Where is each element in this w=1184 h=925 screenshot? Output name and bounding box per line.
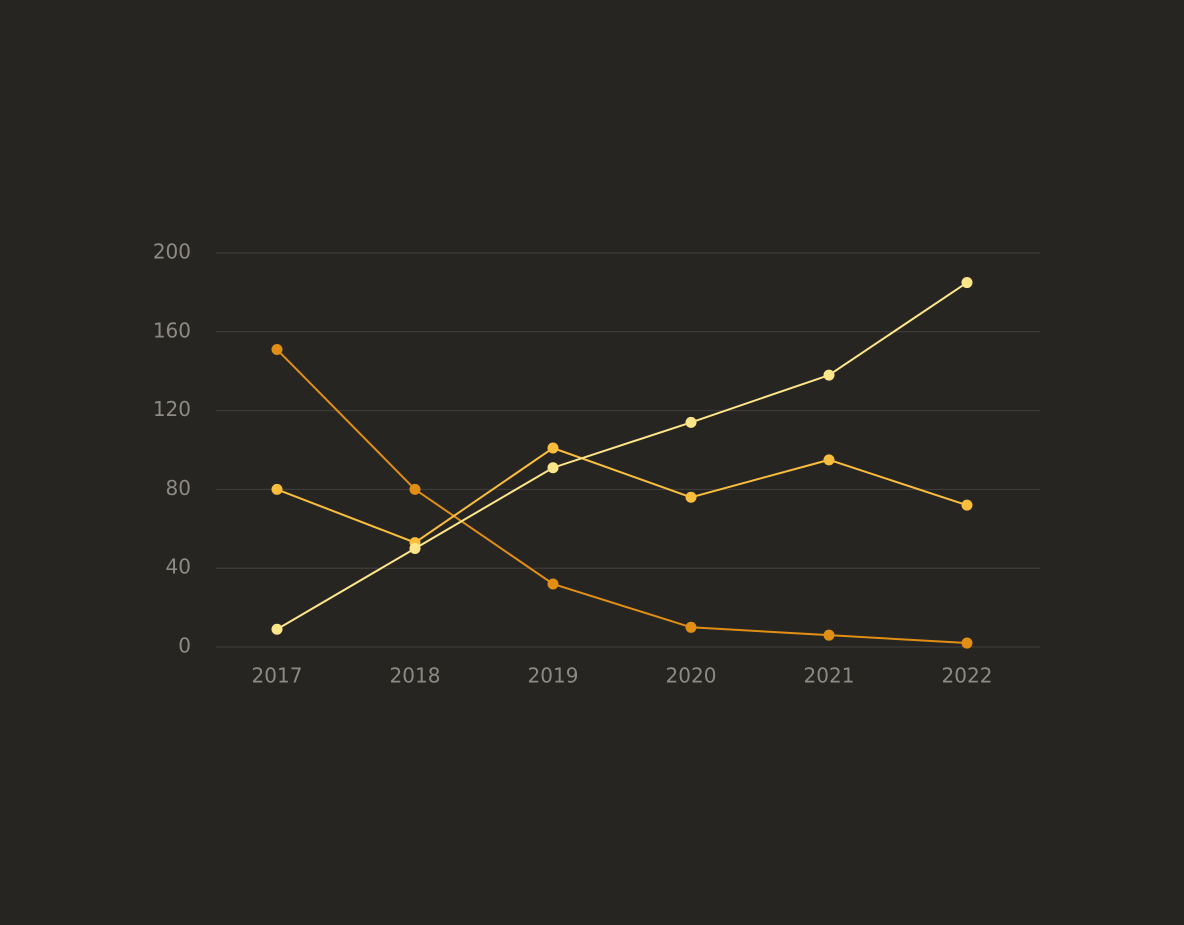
data-point: [961, 499, 973, 511]
data-point: [271, 483, 283, 495]
data-point: [823, 629, 835, 641]
data-point: [685, 491, 697, 503]
series-2: [271, 442, 973, 549]
x-tick-label: 2018: [390, 664, 441, 688]
data-point: [547, 462, 559, 474]
grid-layer: [216, 252, 1040, 648]
data-point: [271, 623, 283, 635]
y-axis: 0 40 80 120 160 200: [153, 240, 191, 658]
data-point: [961, 637, 973, 649]
x-axis: 2017 2018 2019 2020 2021 2022: [252, 664, 993, 688]
data-point: [547, 442, 559, 454]
data-point: [409, 543, 421, 554]
series-3: [271, 277, 973, 635]
series-layer: [271, 277, 973, 649]
y-tick-label: 160: [153, 318, 191, 342]
x-tick-label: 2019: [528, 664, 579, 688]
x-tick-label: 2017: [252, 664, 303, 688]
data-point: [823, 454, 835, 466]
series-1: [271, 344, 973, 649]
series-line: [276, 348, 968, 645]
y-tick-label: 40: [166, 555, 191, 579]
y-tick-label: 200: [153, 240, 191, 264]
y-tick-label: 120: [153, 397, 191, 421]
series-line: [276, 446, 968, 544]
data-point: [685, 416, 697, 428]
x-tick-label: 2020: [666, 664, 717, 688]
data-point: [271, 344, 283, 356]
x-tick-label: 2022: [942, 664, 993, 688]
data-point: [823, 369, 835, 381]
x-tick-label: 2021: [804, 664, 855, 688]
data-point: [547, 578, 559, 590]
y-tick-label: 80: [166, 476, 191, 500]
data-point: [409, 483, 421, 495]
series-line: [276, 281, 968, 631]
data-point: [685, 621, 697, 633]
y-tick-label: 0: [178, 634, 191, 658]
data-point: [961, 277, 973, 289]
